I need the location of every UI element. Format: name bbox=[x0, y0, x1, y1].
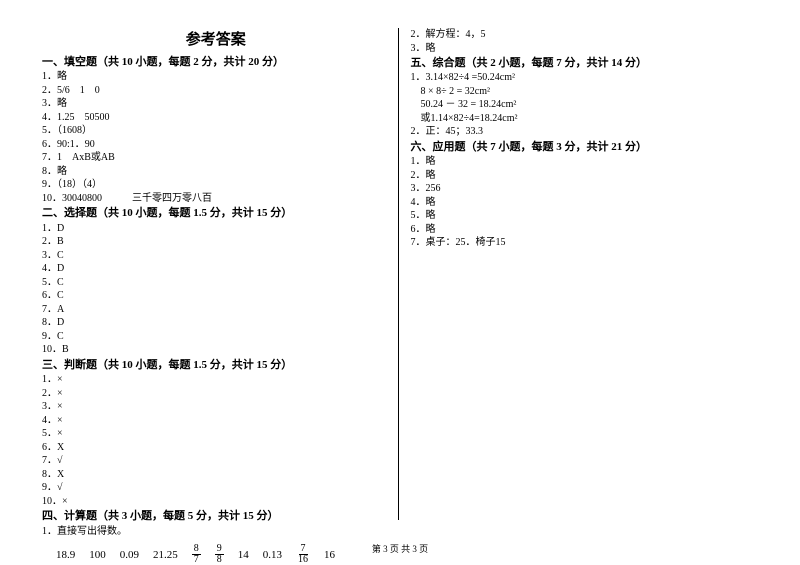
answer-line: 4．× bbox=[42, 414, 390, 428]
answer-line: 4．D bbox=[42, 262, 390, 276]
answer-line: 1．× bbox=[42, 373, 390, 387]
answer-line: 4．略 bbox=[411, 196, 759, 210]
answer-line: 2．解方程：4，5 bbox=[411, 28, 759, 42]
answer-line: 5．C bbox=[42, 276, 390, 290]
answer-line: 2．正：45；33.3 bbox=[411, 125, 759, 139]
answer-line: 4．1.25 50500 bbox=[42, 111, 390, 125]
section-6-head: 六、应用题（共 7 小题，每题 3 分，共计 21 分） bbox=[411, 140, 759, 155]
section-3-head: 三、判断题（共 10 小题，每题 1.5 分，共计 15 分） bbox=[42, 358, 390, 373]
answer-line: 1．略 bbox=[42, 70, 390, 84]
doc-title: 参考答案 bbox=[42, 28, 390, 49]
answer-line: 8 × 8÷ 2 = 32cm² bbox=[411, 85, 759, 99]
answer-line: 10．30040800 三千零四万零八百 bbox=[42, 192, 390, 206]
answer-line: 8．D bbox=[42, 316, 390, 330]
answer-line: 5．略 bbox=[411, 209, 759, 223]
section-5-head: 五、综合题（共 2 小题，每题 7 分，共计 14 分） bbox=[411, 56, 759, 71]
page-container: 参考答案 一、填空题（共 10 小题，每题 2 分，共计 20 分） 1．略 2… bbox=[0, 0, 800, 520]
answer-line: 2．略 bbox=[411, 169, 759, 183]
answer-line: 50.24 － 32 = 18.24cm² bbox=[411, 98, 759, 112]
answer-line: 9．（18）（4） bbox=[42, 178, 390, 192]
section-4-head: 四、计算题（共 3 小题，每题 5 分，共计 15 分） bbox=[42, 509, 390, 524]
answer-line: 5．（1608） bbox=[42, 124, 390, 138]
section-1-head: 一、填空题（共 10 小题，每题 2 分，共计 20 分） bbox=[42, 55, 390, 70]
page-footer: 第 3 页 共 3 页 bbox=[0, 542, 800, 555]
answer-line: 6．X bbox=[42, 441, 390, 455]
right-column: 2．解方程：4，5 3．略 五、综合题（共 2 小题，每题 7 分，共计 14 … bbox=[398, 28, 759, 520]
answer-line: 2．× bbox=[42, 387, 390, 401]
answer-line: 7．1 AxB或AB bbox=[42, 151, 390, 165]
answer-line: 10．B bbox=[42, 343, 390, 357]
denominator: 8 bbox=[215, 555, 224, 565]
answer-line: 1．3.14×82÷4 =50.24cm² bbox=[411, 71, 759, 85]
answer-line: 或1.14×82÷4=18.24cm² bbox=[411, 112, 759, 126]
answer-line: 10．× bbox=[42, 495, 390, 509]
answer-line: 6．略 bbox=[411, 223, 759, 237]
answer-line: 3．略 bbox=[411, 42, 759, 56]
answer-line: 9．C bbox=[42, 330, 390, 344]
answer-line: 2．5/6 1 0 bbox=[42, 84, 390, 98]
denominator: 7 bbox=[192, 555, 201, 565]
answer-line: 6．C bbox=[42, 289, 390, 303]
answer-line: 7．桌子：25．椅子15 bbox=[411, 236, 759, 250]
answer-line: 1．D bbox=[42, 222, 390, 236]
answer-line: 1．略 bbox=[411, 155, 759, 169]
answer-line: 3．× bbox=[42, 400, 390, 414]
answer-line: 9．√ bbox=[42, 481, 390, 495]
answer-line: 3．C bbox=[42, 249, 390, 263]
section-2-head: 二、选择题（共 10 小题，每题 1.5 分，共计 15 分） bbox=[42, 206, 390, 221]
answer-line: 8．略 bbox=[42, 165, 390, 179]
answer-line: 5．× bbox=[42, 427, 390, 441]
answer-line: 3．256 bbox=[411, 182, 759, 196]
answer-line: 3．略 bbox=[42, 97, 390, 111]
denominator: 16 bbox=[296, 555, 310, 565]
answer-line: 6．90:1．90 bbox=[42, 138, 390, 152]
answer-line: 7．√ bbox=[42, 454, 390, 468]
answer-line: 7．A bbox=[42, 303, 390, 317]
answer-line: 2．B bbox=[42, 235, 390, 249]
answer-line: 8．X bbox=[42, 468, 390, 482]
answer-line: 1．直接写出得数。 bbox=[42, 525, 390, 539]
left-column: 参考答案 一、填空题（共 10 小题，每题 2 分，共计 20 分） 1．略 2… bbox=[42, 28, 398, 520]
